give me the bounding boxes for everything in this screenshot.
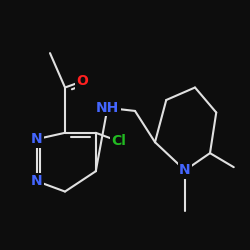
Text: N: N	[31, 174, 43, 188]
Text: N: N	[179, 163, 191, 177]
Text: Cl: Cl	[111, 134, 126, 148]
Text: O: O	[76, 74, 88, 88]
Text: N: N	[31, 132, 43, 146]
Text: NH: NH	[96, 101, 119, 115]
